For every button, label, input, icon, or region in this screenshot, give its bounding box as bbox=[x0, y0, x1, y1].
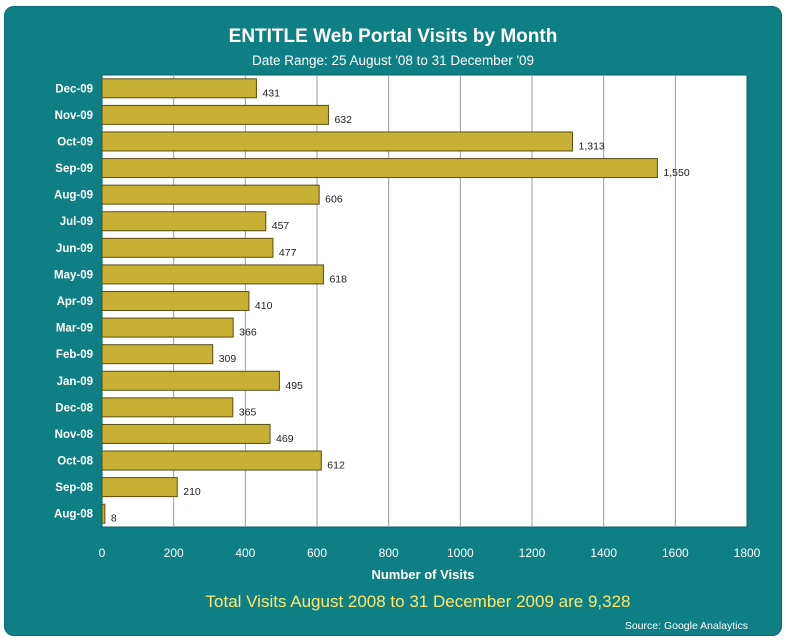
y-tick-label: Sep-09 bbox=[55, 163, 93, 175]
chart-title: ENTITLE Web Portal Visits by Month bbox=[228, 26, 558, 47]
bars bbox=[101, 78, 658, 524]
x-tick-label: 800 bbox=[379, 546, 399, 560]
x-tick-label: 1000 bbox=[447, 546, 474, 560]
bar bbox=[101, 184, 320, 205]
x-tick-label: 0 bbox=[99, 546, 106, 560]
bar bbox=[101, 237, 274, 258]
y-tick-label: Mar-09 bbox=[56, 323, 93, 335]
y-tick-label: Sep-08 bbox=[55, 482, 93, 494]
x-tick-label: 1400 bbox=[590, 546, 617, 560]
bar bbox=[101, 291, 250, 311]
y-tick-label: Aug-09 bbox=[54, 190, 93, 202]
data-label: 606 bbox=[325, 194, 343, 206]
bar bbox=[101, 344, 214, 365]
bar bbox=[101, 317, 234, 338]
x-tick-label: 600 bbox=[307, 546, 327, 560]
bar bbox=[101, 131, 573, 152]
y-tick-label: Dec-09 bbox=[55, 83, 93, 95]
data-label: 365 bbox=[239, 406, 257, 418]
y-tick-label: Oct-09 bbox=[57, 136, 93, 148]
data-label: 8 bbox=[111, 513, 117, 525]
bar bbox=[101, 78, 257, 99]
bar bbox=[101, 503, 106, 524]
y-tick-label: Apr-09 bbox=[57, 296, 93, 308]
data-label: 618 bbox=[329, 273, 347, 285]
data-label: 612 bbox=[327, 460, 345, 472]
y-tick-label: Jun-09 bbox=[56, 243, 93, 255]
bar bbox=[101, 450, 322, 471]
bar bbox=[101, 104, 329, 125]
x-tick-label: 200 bbox=[164, 546, 184, 560]
bar bbox=[101, 423, 271, 444]
y-tick-label: Feb-09 bbox=[56, 349, 93, 361]
x-tick-label: 1800 bbox=[734, 546, 761, 560]
data-label: 410 bbox=[255, 300, 273, 312]
x-axis-labels: 0 200 400 600 800 1000 1200 1400 1600 1800 bbox=[99, 546, 761, 560]
bar bbox=[101, 370, 280, 391]
data-label: 469 bbox=[276, 433, 294, 445]
y-tick-label: Aug-08 bbox=[54, 509, 94, 521]
data-label: 431 bbox=[262, 87, 280, 99]
y-tick-label: Jan-09 bbox=[57, 376, 93, 388]
data-label: 457 bbox=[272, 220, 290, 232]
y-tick-label: Nov-08 bbox=[55, 429, 94, 441]
x-tick-label: 1200 bbox=[519, 546, 546, 560]
bar bbox=[101, 264, 324, 285]
y-axis-labels: Dec-09 Nov-09 Oct-09 Sep-09 Aug-09 Jul-09 Jun-… bbox=[54, 83, 94, 520]
data-label: 1,550 bbox=[663, 167, 689, 179]
x-tick-label: 400 bbox=[235, 546, 255, 560]
data-label: 632 bbox=[334, 114, 352, 126]
data-label: 366 bbox=[239, 327, 257, 339]
chart-subtitle: Date Range: 25 August '08 to 31 December… bbox=[251, 53, 535, 68]
data-labels: 431 632 1,313 1,550 606 457 477 618 410 366 309 495… bbox=[111, 87, 690, 524]
data-label: 477 bbox=[279, 247, 297, 259]
bar bbox=[101, 158, 658, 179]
data-label: 495 bbox=[285, 380, 303, 392]
bar bbox=[101, 477, 178, 498]
data-label: 1,313 bbox=[578, 140, 604, 152]
x-tick-label: 1600 bbox=[662, 546, 689, 560]
x-axis-title: Number of Visits bbox=[371, 567, 475, 582]
bar bbox=[101, 211, 267, 232]
data-label: 210 bbox=[183, 486, 201, 498]
source-note: Source: Google Analaytics bbox=[624, 620, 748, 632]
total-visits-text: Total Visits August 2008 to 31 December … bbox=[205, 592, 631, 611]
y-tick-label: Jul-09 bbox=[60, 216, 93, 228]
y-tick-label: Dec-08 bbox=[55, 402, 93, 414]
data-label: 309 bbox=[219, 353, 237, 365]
bar bbox=[101, 397, 234, 418]
y-tick-label: May-09 bbox=[54, 269, 93, 281]
y-tick-label: Nov-09 bbox=[55, 110, 93, 122]
y-tick-label: Oct-08 bbox=[57, 456, 93, 468]
